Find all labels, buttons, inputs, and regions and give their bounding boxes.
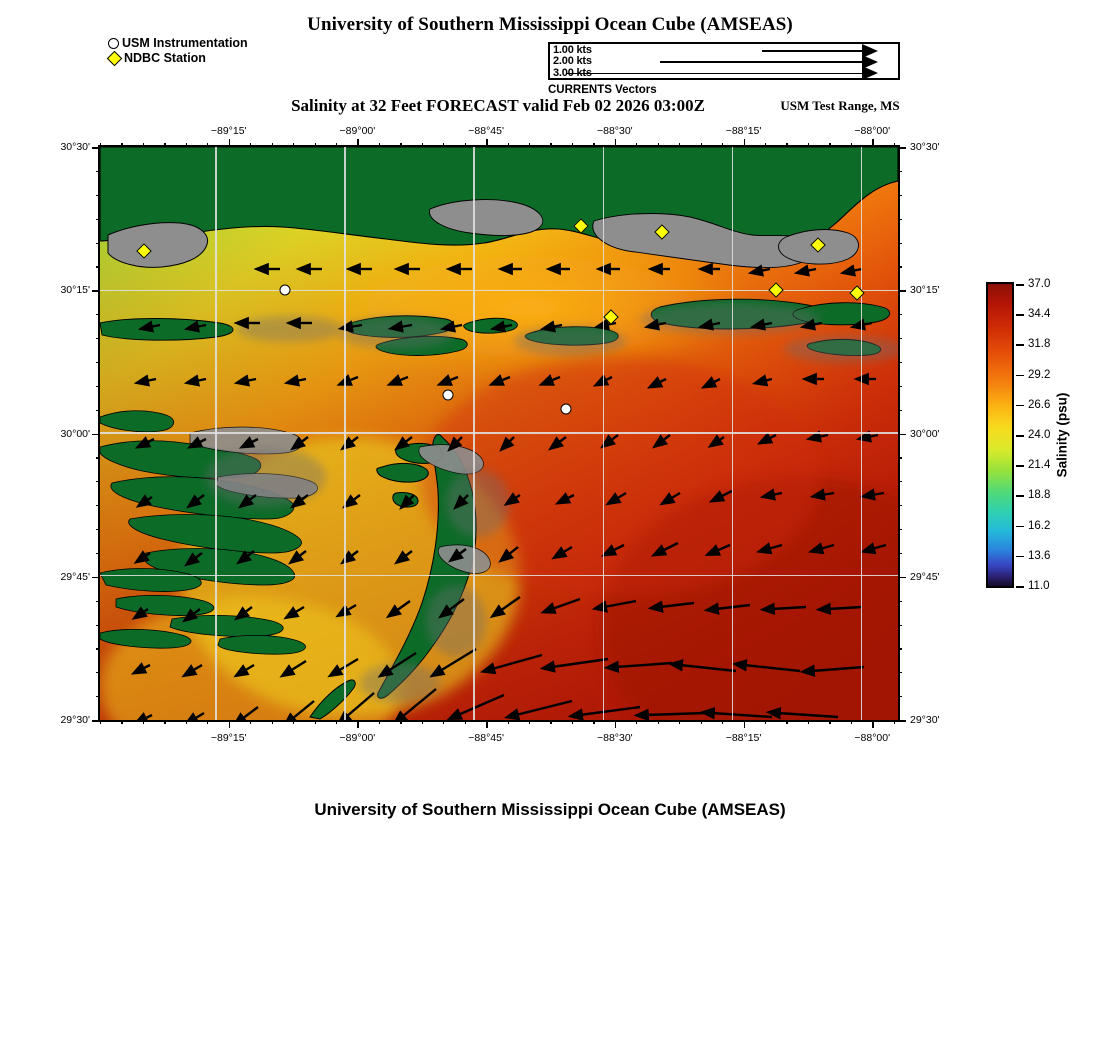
colorbar-gradient	[986, 282, 1014, 588]
legend-label-usm: USM Instrumentation	[122, 36, 248, 50]
current-vectors	[130, 262, 887, 720]
map-canvas	[100, 147, 898, 720]
colorbar-axis-title: Salinity (psu)	[1054, 392, 1070, 478]
colorbar-ticks: 37.0 34.4 31.8 29.2 26.6 24.0 21.4 18.8 16.2 13.6…	[986, 278, 1100, 592]
lon-tick-label: −89°00'	[339, 732, 376, 744]
colorbar-tick-label: 11.0	[1028, 580, 1050, 592]
lon-tick-label: −88°15'	[725, 125, 762, 137]
colorbar-tick-label: 31.8	[1028, 338, 1051, 351]
lat-tick-label: 29°30'	[910, 714, 940, 726]
colorbar-tick	[1016, 284, 1024, 286]
plot-subtitle: Salinity at 32 Feet FORECAST valid Feb 0…	[291, 96, 705, 115]
lat-tick-label: 30°15'	[910, 284, 940, 297]
page-title: University of Southern Mississippi Ocean…	[307, 14, 793, 35]
circle-marker-icon	[108, 38, 119, 49]
shallow-halos	[206, 303, 898, 703]
colorbar-tick	[1016, 344, 1024, 346]
colorbar-tick	[1016, 314, 1024, 316]
colorbar-tick	[1016, 525, 1024, 528]
vector-arrowhead-2	[862, 54, 878, 69]
footer-caption: University of Southern Mississippi Ocean…	[314, 800, 786, 819]
vector-line-3	[566, 72, 864, 75]
lat-tick-label: 29°30'	[60, 714, 90, 726]
vector-line-2	[660, 61, 864, 63]
legend-item-usm: USM Instrumentation	[108, 36, 328, 51]
colorbar-tick	[1016, 465, 1024, 467]
vector-scale-row-3: 3.00 kts	[550, 66, 898, 81]
colorbar-tick-label: 24.0	[1028, 429, 1051, 441]
gridline-lat-30-15	[100, 289, 898, 291]
colorbar-tick-label: 29.2	[1028, 368, 1051, 381]
lon-tick-label: −89°15'	[210, 125, 247, 137]
lat-tick-label: 30°30'	[910, 141, 940, 153]
colorbar-tick-label: 34.4	[1028, 308, 1051, 321]
vector-legend-caption: CURRENTS Vectors	[548, 84, 657, 96]
vector-scale-label-1: 1.00 kts	[553, 44, 592, 56]
lon-tick-label: −89°15'	[210, 732, 247, 744]
gridline-lat-29-45	[100, 574, 898, 577]
colorbar-tick-label: 26.6	[1028, 398, 1051, 411]
subtitle-row: Salinity at 32 Feet FORECAST valid Feb 0…	[0, 96, 1100, 116]
map-svg	[100, 147, 898, 720]
colorbar-tick-label: 18.8	[1028, 489, 1051, 502]
colorbar-tick	[1016, 586, 1024, 588]
lat-tick-label: 29°45'	[60, 570, 90, 583]
usm-station-marker[interactable]	[279, 284, 291, 296]
vector-scale-label-2: 2.00 kts	[553, 55, 592, 68]
colorbar-tick	[1016, 404, 1024, 407]
colorbar-tick-label: 21.4	[1028, 459, 1051, 472]
legend-label-ndbc: NDBC Station	[124, 51, 206, 65]
colorbar-tick-label: 16.2	[1028, 519, 1051, 532]
vector-arrowhead-3	[862, 66, 878, 81]
vector-scale-legend: 1.00 kts 2.00 kts 3.00 kts	[548, 42, 900, 81]
lon-tick-label: −88°30'	[596, 125, 633, 137]
lon-tick-label: −88°15'	[725, 732, 762, 744]
lon-tick-label: −88°30'	[596, 732, 633, 744]
colorbar-tick	[1016, 435, 1024, 437]
colorbar[interactable]	[986, 282, 1014, 588]
lon-tick-label: −88°45'	[468, 125, 504, 137]
vector-scale-row-1: 1.00 kts	[550, 43, 898, 58]
colorbar-tick	[1016, 555, 1024, 558]
lat-tick-label: 30°15'	[60, 284, 90, 297]
lat-tick-label: 29°45'	[910, 570, 940, 583]
lat-tick-label: 30°00'	[60, 427, 90, 440]
vector-line-1	[762, 50, 864, 52]
lat-tick-label: 30°00'	[910, 427, 940, 440]
vector-scale-row-2: 2.00 kts	[550, 54, 898, 69]
lon-tick-label: −89°00'	[339, 125, 376, 137]
gridline-lat-30-00	[100, 432, 898, 434]
colorbar-tick	[1016, 374, 1024, 377]
colorbar-tick-label: 37.0	[1028, 278, 1051, 290]
legend-item-ndbc: NDBC Station	[106, 50, 328, 67]
lon-tick-label: −88°45'	[468, 732, 504, 744]
lon-tick-label: −88°00'	[854, 732, 891, 744]
test-range-label: USM Test Range, MS	[780, 98, 900, 113]
usm-station-marker[interactable]	[442, 389, 454, 401]
colorbar-tick	[1016, 495, 1024, 497]
lat-tick-label: 30°30'	[60, 141, 90, 153]
usm-station-marker[interactable]	[560, 403, 572, 415]
marker-legend: USM Instrumentation NDBC Station	[106, 36, 328, 67]
colorbar-tick-label: 13.6	[1028, 549, 1051, 562]
map-plot-area[interactable]	[98, 145, 900, 722]
lon-tick-label: −88°00'	[854, 125, 891, 137]
vector-arrowhead-1	[862, 43, 878, 58]
